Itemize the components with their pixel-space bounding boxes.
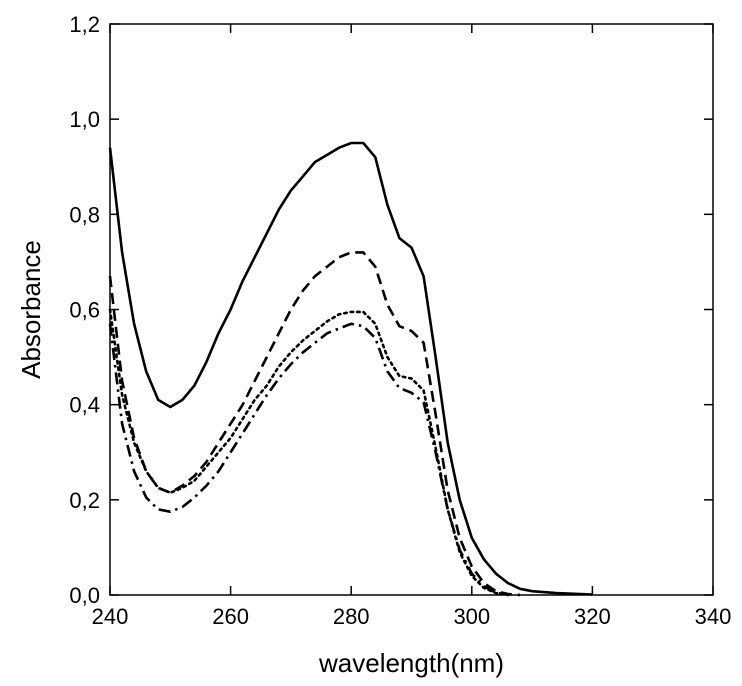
y-tick-label: 0,0 — [69, 583, 100, 608]
y-tick-label: 1,2 — [69, 12, 100, 37]
y-tick-label: 0,2 — [69, 488, 100, 513]
series-line-dash-dot — [108, 322, 509, 597]
series-line-solid — [108, 141, 593, 596]
series-line-dashed — [108, 251, 521, 597]
y-tick-label: 1,0 — [69, 107, 100, 132]
x-tick-label: 280 — [333, 604, 370, 629]
x-axis-title: wavelength(nm) — [318, 648, 504, 678]
x-tick-label: 320 — [574, 604, 611, 629]
x-tick-label: 260 — [212, 604, 249, 629]
x-axis-ticks: 240 260 280 300 320 340 — [92, 24, 732, 629]
x-tick-label: 340 — [695, 604, 732, 629]
y-tick-label: 0,6 — [69, 298, 100, 323]
y-axis-title: Absorbance — [16, 240, 46, 379]
plot-area — [109, 23, 714, 596]
y-axis-ticks: 0,0 0,2 0,4 0,6 0,8 1,0 1,2 — [69, 12, 713, 608]
x-tick-label: 300 — [453, 604, 490, 629]
plot-frame — [109, 23, 714, 596]
series-line-dotted — [108, 308, 510, 597]
x-tick-label: 240 — [92, 604, 129, 629]
y-tick-label: 0,8 — [69, 202, 100, 227]
series-layer — [108, 141, 593, 597]
y-tick-label: 0,4 — [69, 393, 100, 418]
